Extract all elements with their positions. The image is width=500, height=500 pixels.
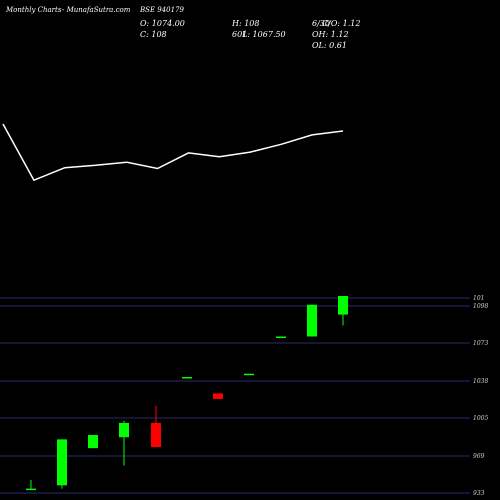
candle-body xyxy=(213,393,223,399)
candle-body xyxy=(338,296,348,315)
y-tick-label: 1098 xyxy=(473,303,488,310)
candlestick-series xyxy=(26,296,348,491)
cd-value: C/O: 1.12 xyxy=(322,19,360,28)
ol-value: OL: 0.61 xyxy=(312,41,347,50)
high-value: H: 108 xyxy=(231,19,259,28)
candle-body xyxy=(182,376,192,379)
close-value: C: 108 xyxy=(140,30,167,39)
oh-value: OH: 1.12 xyxy=(312,30,349,39)
y-tick-label: 933 xyxy=(473,490,485,497)
candle-body xyxy=(244,373,254,376)
line-series xyxy=(2,123,344,182)
y-tick-label: 101 xyxy=(473,295,484,302)
candle-body xyxy=(88,434,98,449)
symbol-label: BSE 940179 xyxy=(139,6,185,14)
candle-body xyxy=(26,488,36,491)
y-tick-label: 1038 xyxy=(473,378,488,385)
y-tick-label: 969 xyxy=(473,453,485,460)
candle-body xyxy=(151,422,161,448)
low-value: L: 1067.50 xyxy=(241,30,286,39)
candle-body xyxy=(307,304,317,337)
open-value: O: 1074.00 xyxy=(140,19,185,28)
chart-label: Monthly Charts xyxy=(5,6,62,14)
line-path xyxy=(2,123,344,182)
candle-body xyxy=(119,422,129,438)
candle-body xyxy=(276,336,286,338)
y-tick-label: 1073 xyxy=(473,340,488,347)
y-tick-label: 1005 xyxy=(473,415,488,422)
source-label: - MunafaSutra.com xyxy=(62,6,131,14)
cd-prefix: 6/30 xyxy=(312,19,330,28)
candle-body xyxy=(57,439,67,486)
low-prefix: 601 xyxy=(232,30,247,39)
